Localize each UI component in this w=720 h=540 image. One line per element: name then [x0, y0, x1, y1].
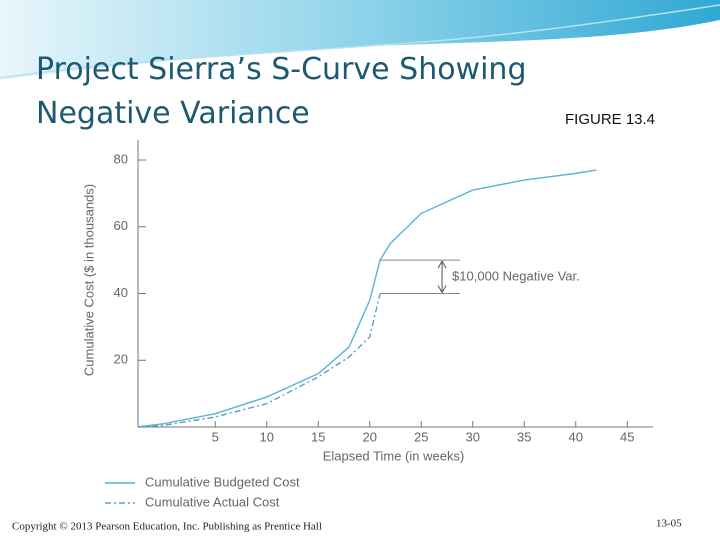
- legend-label: Cumulative Actual Cost: [145, 494, 280, 509]
- chart-area: [75, 135, 655, 510]
- x-tick-label: 40: [569, 429, 583, 444]
- x-axis-label: Elapsed Time (in weeks): [323, 448, 465, 463]
- x-tick-label: 30: [466, 429, 480, 444]
- y-tick-label: 80: [114, 151, 128, 166]
- header-wave: [0, 0, 720, 80]
- annotation-text: $10,000 Negative Var.: [452, 268, 580, 283]
- x-tick-label: 15: [311, 429, 325, 444]
- slide-title: Project Sierra’s S-Curve Showing Negative…: [36, 52, 527, 131]
- x-tick-label: 35: [517, 429, 531, 444]
- arrow-head: [437, 285, 447, 294]
- y-tick-label: 60: [114, 218, 128, 233]
- copyright: Copyright © 2013 Pearson Education, Inc.…: [12, 521, 322, 533]
- arrow-head: [437, 260, 447, 269]
- page-number: 13-05: [656, 518, 682, 530]
- y-tick-label: 40: [114, 285, 128, 300]
- legend-label: Cumulative Budgeted Cost: [145, 474, 300, 489]
- x-tick-label: 45: [620, 429, 634, 444]
- x-tick-label: 25: [414, 429, 428, 444]
- x-tick-label: 5: [212, 429, 219, 444]
- y-tick-label: 20: [114, 352, 128, 367]
- x-tick-label: 20: [363, 429, 377, 444]
- series-line: [137, 169, 597, 428]
- figure-label: FIGURE 13.4: [565, 111, 655, 128]
- header-wave-line: [0, 4, 720, 79]
- x-tick-label: 10: [260, 429, 274, 444]
- y-axis-label: Cumulative Cost ($ in thousands): [81, 184, 96, 376]
